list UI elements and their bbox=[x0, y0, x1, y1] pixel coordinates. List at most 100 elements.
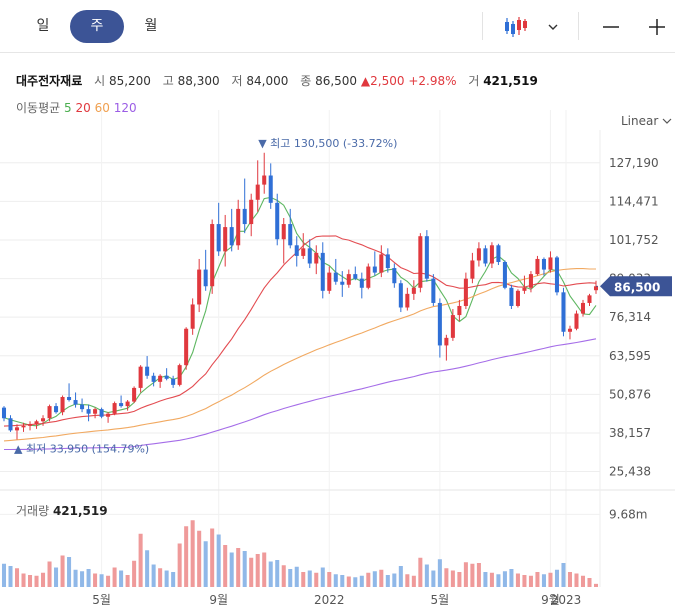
candle-body bbox=[320, 252, 325, 291]
volume-bar bbox=[8, 566, 13, 587]
volume-bar bbox=[359, 575, 364, 587]
last-price-tag bbox=[600, 276, 672, 297]
candle-body bbox=[496, 245, 501, 262]
volume-bar bbox=[158, 568, 163, 587]
volume-bar bbox=[21, 573, 26, 587]
ma-5: 5 bbox=[64, 101, 72, 115]
candle-body bbox=[301, 248, 306, 256]
zoom-out-button[interactable] bbox=[596, 10, 626, 43]
candle-body bbox=[535, 258, 540, 275]
volume-bar bbox=[210, 528, 215, 587]
candle-body bbox=[28, 424, 33, 426]
volume-bar bbox=[125, 575, 130, 587]
volume-bar bbox=[463, 562, 468, 587]
volume-bar bbox=[41, 572, 46, 587]
candle-body bbox=[8, 418, 13, 431]
volume-bar bbox=[67, 557, 72, 587]
open-value: 85,200 bbox=[108, 74, 151, 88]
candle-body bbox=[366, 266, 371, 288]
candle-body bbox=[554, 257, 559, 293]
volume-bar bbox=[151, 564, 156, 587]
candle-body bbox=[177, 365, 182, 385]
scale-label: Linear bbox=[621, 114, 659, 128]
volume-bar bbox=[541, 574, 546, 587]
price-tick-label: 38,157 bbox=[609, 426, 651, 440]
max-price-annotation: ▼ 최고 130,500 (-33.72%) bbox=[258, 137, 397, 150]
candle-body bbox=[522, 287, 527, 291]
volume-bar bbox=[54, 567, 59, 587]
volume-panel-value: 421,519 bbox=[53, 504, 108, 518]
volume-bar bbox=[548, 572, 553, 587]
volume-bar bbox=[457, 572, 462, 587]
candle-body bbox=[14, 427, 20, 431]
volume-bar bbox=[47, 561, 52, 587]
candle-body bbox=[255, 184, 260, 200]
candle-body bbox=[132, 387, 137, 402]
scale-selector[interactable]: Linear bbox=[621, 114, 672, 128]
volume-bar bbox=[437, 559, 442, 587]
open-label: 시 bbox=[94, 74, 106, 88]
volume-bar bbox=[314, 572, 319, 587]
volume-bar bbox=[418, 557, 423, 587]
volume-bar bbox=[203, 541, 208, 587]
divider bbox=[0, 52, 675, 53]
candle-body bbox=[327, 272, 332, 291]
candle-body bbox=[119, 403, 124, 407]
ma-120: 120 bbox=[113, 101, 137, 115]
candle-body bbox=[431, 278, 436, 303]
volume-bar bbox=[379, 569, 384, 587]
volume-bar bbox=[567, 572, 572, 587]
candle-body bbox=[86, 409, 91, 414]
tab-daily[interactable]: 일 bbox=[36, 18, 50, 34]
volume-bar bbox=[242, 551, 247, 587]
volume-bar bbox=[301, 572, 306, 587]
volume-value: 421,519 bbox=[483, 74, 538, 88]
candle-body bbox=[580, 302, 586, 314]
chart-type-button[interactable] bbox=[496, 10, 536, 43]
candle-body bbox=[73, 400, 78, 405]
high-value: 88,300 bbox=[177, 74, 220, 88]
candle-body bbox=[333, 272, 338, 282]
low-value: 84,000 bbox=[246, 74, 289, 88]
candle-body bbox=[528, 274, 533, 288]
volume-bar bbox=[515, 573, 520, 587]
candle-body bbox=[203, 269, 208, 287]
volume-bar bbox=[483, 572, 488, 587]
candle-body bbox=[145, 366, 150, 376]
candle-body bbox=[80, 404, 85, 410]
candle-body bbox=[593, 286, 599, 291]
candle-body bbox=[125, 401, 130, 407]
zoom-in-button[interactable] bbox=[642, 10, 672, 43]
price-tick-label: 50,876 bbox=[609, 387, 651, 401]
candle-body bbox=[93, 409, 98, 414]
volume-bar bbox=[229, 552, 234, 587]
volume-bar bbox=[60, 555, 65, 587]
ma-120-line bbox=[4, 338, 597, 451]
toolbar: 일 주 월 bbox=[0, 0, 675, 52]
ma-20: 20 bbox=[75, 101, 91, 115]
volume-bar bbox=[86, 569, 91, 587]
tab-weekly[interactable]: 주 bbox=[70, 10, 124, 43]
candle-body bbox=[437, 302, 442, 346]
candle-body bbox=[229, 227, 234, 246]
high-label: 고 bbox=[162, 74, 174, 88]
chart-type-dropdown[interactable] bbox=[542, 10, 564, 43]
candle-body bbox=[372, 266, 377, 273]
volume-bar bbox=[561, 563, 566, 587]
volume-label: 거 bbox=[468, 74, 480, 88]
candle-body bbox=[210, 224, 215, 287]
tab-monthly[interactable]: 월 bbox=[144, 18, 158, 34]
price-tick-label: 76,314 bbox=[609, 310, 651, 324]
volume-bar bbox=[392, 573, 397, 587]
divider bbox=[578, 12, 579, 40]
candle-body bbox=[340, 281, 345, 285]
volume-bar bbox=[119, 570, 124, 587]
low-label: 저 bbox=[231, 74, 243, 88]
volume-bar bbox=[535, 572, 540, 587]
candle-body bbox=[249, 199, 254, 225]
volume-bar bbox=[1, 563, 7, 587]
volume-bar bbox=[554, 569, 559, 587]
volume-bar bbox=[197, 530, 202, 587]
candle-body bbox=[236, 208, 241, 246]
